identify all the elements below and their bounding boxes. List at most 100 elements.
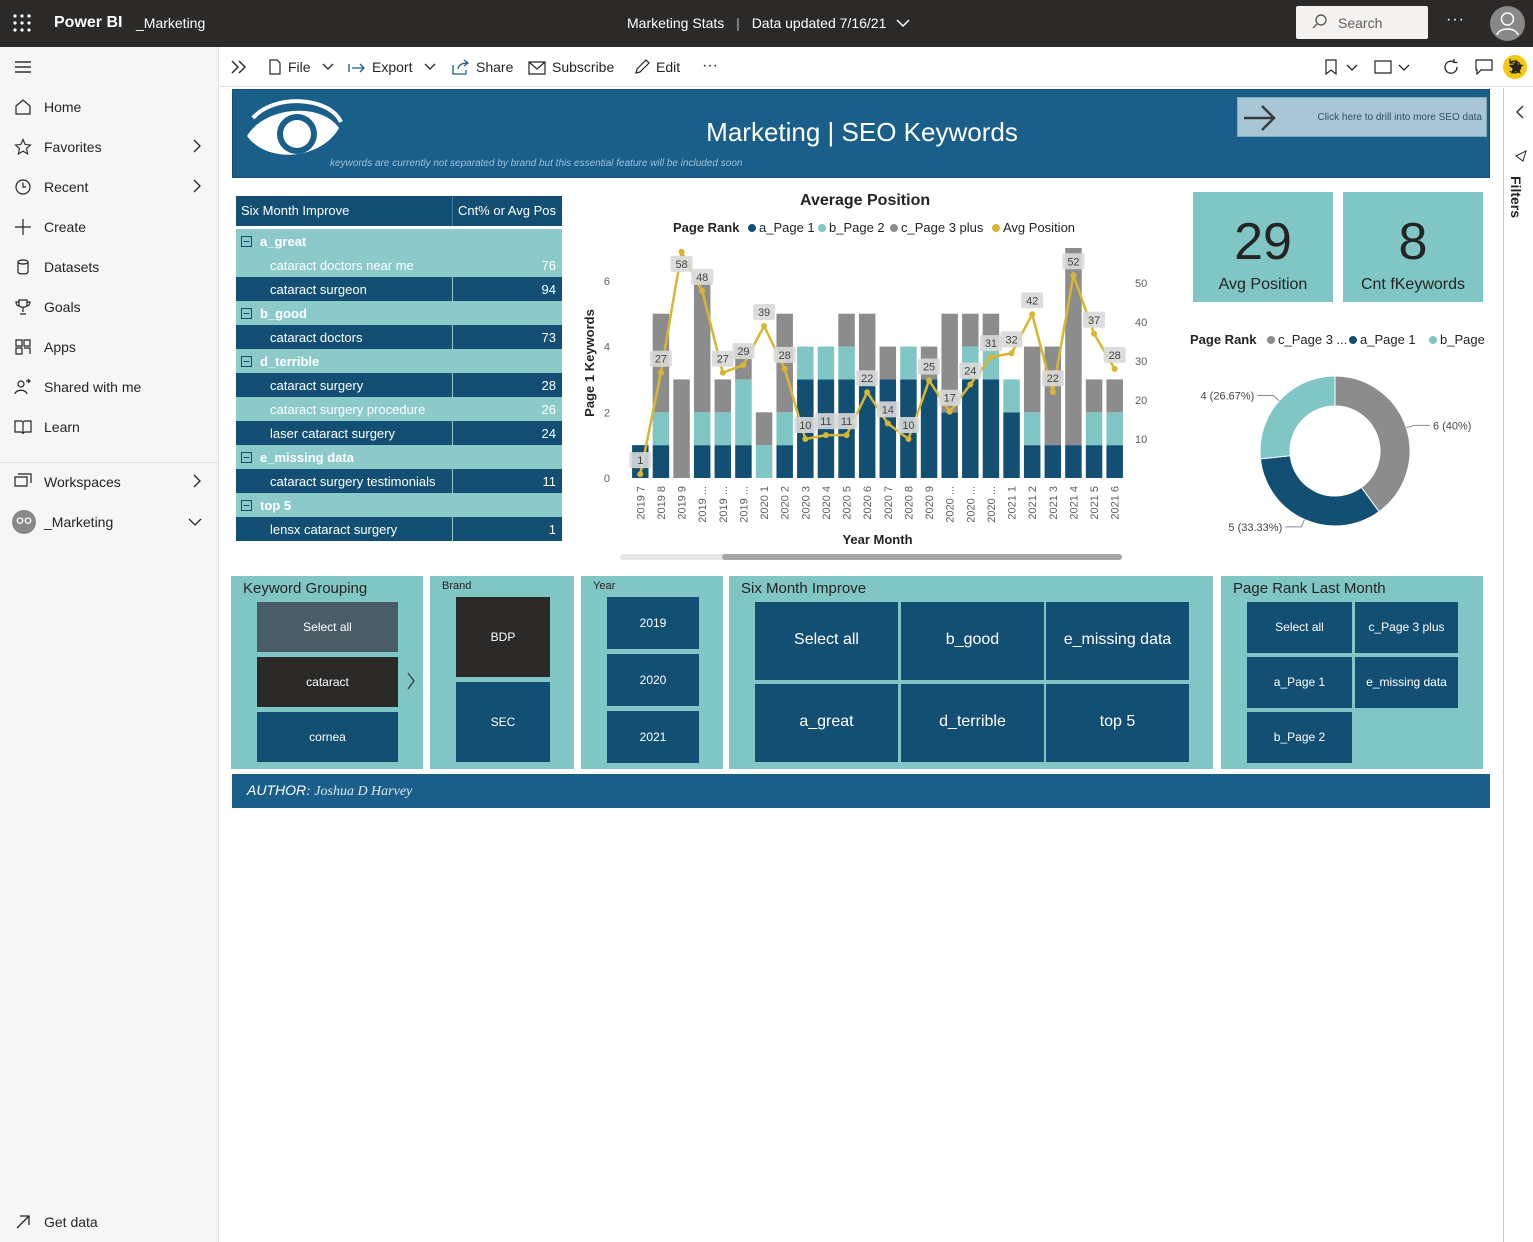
matrix-group-row[interactable]: b_good [236,301,562,325]
slicer-option[interactable]: BDP [456,597,550,677]
workspace-breadcrumb[interactable]: _Marketing [136,15,206,31]
nav-item-current-workspace[interactable]: _Marketing [0,502,218,542]
matrix-header-col2[interactable]: Cnt% or Avg Pos [452,196,562,226]
matrix-item-row[interactable]: cataract doctors 73 [236,325,562,349]
more-commands-icon[interactable]: ··· [702,57,718,74]
avatar[interactable] [1490,6,1525,41]
slicer-option[interactable]: 2020 [607,654,699,706]
slicer-option[interactable]: 2021 [607,711,699,763]
slicer-option[interactable]: top 5 [1046,684,1189,762]
slicer-option[interactable]: d_terrible [901,684,1044,762]
export-menu[interactable]: Export [348,59,442,75]
kpi-card-avg-position[interactable]: 29 Avg Position [1193,192,1333,302]
matrix-group-row[interactable]: d_terrible [236,349,562,373]
nav-item-favorites[interactable]: Favorites [0,127,218,167]
expand-pane-icon[interactable] [230,59,248,75]
slicer-option[interactable]: SEC [456,682,550,762]
refresh-icon[interactable] [1442,58,1460,76]
slicer-title: Year [593,580,616,592]
matrix-item-row[interactable]: cataract surgery 28 [236,373,562,397]
matrix-item-row[interactable]: cataract doctors near me 76 [236,253,562,277]
slicer-option-label: BDP [490,630,516,644]
x-tick-label: 2020 1 [759,486,771,520]
data-label: 52 [1067,256,1079,268]
matrix-label-text: b_good [260,306,307,321]
matrix-item-row[interactable]: cataract surgery testimonials 11 [236,469,562,493]
more-options-icon[interactable]: ··· [1446,11,1465,28]
collapse-icon[interactable] [241,452,252,463]
search-box[interactable]: Search [1296,6,1428,39]
matrix-item-row[interactable]: laser cataract surgery 24 [236,421,562,445]
collapse-icon[interactable] [241,308,252,319]
slicer-option[interactable]: e_missing data [1046,602,1189,680]
matrix-group-row[interactable]: e_missing data [236,445,562,469]
matrix-group-row[interactable]: top 5 [236,493,562,517]
export-icon [348,63,365,73]
drill-through-button[interactable]: Click here to drill into more SEO data [1237,97,1487,137]
drill-through-text: Click here to drill into more SEO data [1317,112,1482,123]
nav-item-shared-with-me[interactable]: Shared with me [0,367,218,407]
nav-item-create[interactable]: Create [0,207,218,247]
slicer-option[interactable]: b_Page 2 [1247,712,1352,763]
report-title-area[interactable]: Marketing Stats | Data updated 7/16/21 [627,15,910,31]
slicer-option[interactable]: a_great [755,684,898,762]
donut-chart[interactable]: Page Rank c_Page 3 ... a_Page 1 b_Page 2 6 (… [1185,326,1485,556]
nav-item-datasets[interactable]: Datasets [0,247,218,287]
app-launcher-icon[interactable] [12,13,32,33]
file-menu[interactable]: File [268,59,340,75]
data-label: 14 [882,404,894,416]
collapse-icon[interactable] [241,500,252,511]
nav-item-recent[interactable]: Recent [0,167,218,207]
matrix-value-text: 24 [541,426,556,441]
matrix-item-row[interactable]: cataract surgery procedure 26 [236,397,562,421]
matrix-item-row[interactable]: lensx cataract surgery 1 [236,517,562,541]
bookmark-icon[interactable] [1324,59,1338,75]
slicer-option[interactable]: 2019 [607,597,699,649]
comment-icon[interactable] [1475,59,1493,75]
matrix-item-row[interactable]: cataract surgeon 94 [236,277,562,301]
matrix-header-col1[interactable]: Six Month Improve [236,196,452,226]
chevron-right-icon[interactable] [406,672,416,690]
slicer-option[interactable]: a_Page 1 [1247,657,1352,708]
nav-item-home[interactable]: Home [0,87,218,127]
x-tick-label: 2019 8 [656,486,668,520]
chevron-down-icon[interactable] [1346,64,1358,72]
share-button[interactable]: Share [452,59,513,75]
nav-item-workspaces[interactable]: Workspaces [0,462,218,502]
donut-slice [1334,375,1411,513]
data-label: 17 [944,393,956,405]
collapse-icon[interactable] [241,356,252,367]
data-label-bg [629,452,652,469]
nav-item-learn[interactable]: Learn [0,407,218,447]
slicer-option[interactable]: cataract [257,657,398,707]
y-tick-label: 4 [604,342,610,354]
chevron-down-icon[interactable] [1398,64,1410,72]
subscribe-label: Subscribe [552,59,615,75]
view-icon[interactable] [1374,60,1392,74]
chevron-left-icon[interactable] [1515,105,1525,119]
slicer-option[interactable]: cornea [257,712,398,762]
slicer-option[interactable]: Select all [755,602,898,680]
subscribe-button[interactable]: Subscribe [528,59,614,75]
nav-item-get-data[interactable]: Get data [0,1202,218,1242]
matrix-group-row[interactable]: a_great [236,229,562,253]
slicer-option[interactable]: Select all [1247,602,1352,653]
collapse-icon[interactable] [241,236,252,247]
edit-button[interactable]: Edit [634,59,680,75]
combo-chart[interactable]: Page Rank a_Page 1 b_Page 2 c_Page 3 plus Av… [580,208,1160,588]
kpi-card-keyword-count[interactable]: 8 Cnt fKeywords [1343,192,1483,302]
slicer-option[interactable]: e_missing data [1355,657,1458,708]
filters-pane[interactable]: Filters [1503,88,1533,1242]
favorite-star-icon[interactable] [1507,58,1525,76]
edit-label: Edit [656,59,681,75]
slicer-option[interactable]: c_Page 3 plus [1355,602,1458,653]
nav-item-goals[interactable]: Goals [0,287,218,327]
slice-label: 5 (33.33%) [1228,522,1282,534]
nav-item-apps[interactable]: Apps [0,327,218,367]
slicer-option[interactable]: b_good [901,602,1044,680]
slicer-option-label: top 5 [1099,713,1136,730]
power-bi-logo-text[interactable]: Power BI [54,14,123,31]
hamburger-menu-icon[interactable] [14,60,32,74]
x-tick-label: 2020 7 [883,486,895,520]
slicer-option[interactable]: Select all [257,602,398,652]
